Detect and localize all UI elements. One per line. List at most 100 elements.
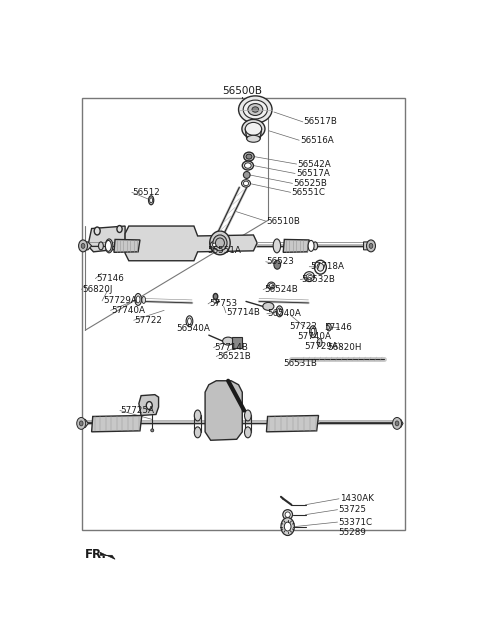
Ellipse shape <box>142 296 145 303</box>
Ellipse shape <box>246 154 252 159</box>
Text: 56523: 56523 <box>266 257 294 266</box>
Polygon shape <box>283 240 309 252</box>
Text: 56525B: 56525B <box>293 179 327 188</box>
Text: 56540A: 56540A <box>177 324 210 333</box>
Polygon shape <box>80 419 88 428</box>
Ellipse shape <box>252 107 259 112</box>
Ellipse shape <box>245 122 262 135</box>
Text: 56512: 56512 <box>132 188 160 197</box>
Circle shape <box>81 243 85 249</box>
Ellipse shape <box>244 152 254 161</box>
Ellipse shape <box>188 318 192 325</box>
Circle shape <box>367 240 375 252</box>
Text: 56820J: 56820J <box>83 285 113 294</box>
Circle shape <box>146 402 152 410</box>
Bar <box>82 98 405 529</box>
Text: 56542A: 56542A <box>297 160 331 169</box>
Ellipse shape <box>106 240 111 251</box>
Ellipse shape <box>210 242 218 249</box>
Circle shape <box>274 260 281 269</box>
Ellipse shape <box>269 283 273 287</box>
Ellipse shape <box>210 231 230 255</box>
Ellipse shape <box>135 294 142 305</box>
Polygon shape <box>92 415 142 432</box>
Polygon shape <box>114 240 140 252</box>
Polygon shape <box>396 419 403 428</box>
Ellipse shape <box>241 180 251 187</box>
Ellipse shape <box>310 326 316 337</box>
Text: 1430AK: 1430AK <box>340 495 374 503</box>
Ellipse shape <box>317 339 322 346</box>
Text: 56531B: 56531B <box>283 359 317 368</box>
Ellipse shape <box>243 100 267 119</box>
Ellipse shape <box>311 328 315 335</box>
Polygon shape <box>82 242 92 250</box>
Polygon shape <box>205 381 242 440</box>
Text: 57725A: 57725A <box>120 406 155 415</box>
Ellipse shape <box>136 296 140 303</box>
Ellipse shape <box>223 337 234 345</box>
Polygon shape <box>363 242 372 250</box>
Ellipse shape <box>273 239 281 253</box>
Text: 57722: 57722 <box>134 316 162 325</box>
Circle shape <box>284 522 291 531</box>
Text: 56517A: 56517A <box>296 169 330 178</box>
Ellipse shape <box>304 272 314 281</box>
Ellipse shape <box>194 410 201 421</box>
Ellipse shape <box>314 260 326 274</box>
Ellipse shape <box>248 104 263 115</box>
Ellipse shape <box>313 242 318 250</box>
Text: FR.: FR. <box>85 548 108 561</box>
Circle shape <box>369 243 373 249</box>
Bar <box>232 337 241 348</box>
Ellipse shape <box>283 509 292 520</box>
Text: 56510B: 56510B <box>266 216 300 225</box>
Ellipse shape <box>194 427 201 438</box>
Text: 57146: 57146 <box>324 323 352 332</box>
Polygon shape <box>125 226 257 261</box>
Polygon shape <box>100 553 115 559</box>
Text: 56820H: 56820H <box>327 343 361 352</box>
Ellipse shape <box>327 323 331 331</box>
Text: 56516A: 56516A <box>300 136 334 145</box>
Ellipse shape <box>308 240 314 251</box>
Text: 56540A: 56540A <box>267 309 301 318</box>
Ellipse shape <box>151 429 154 432</box>
Circle shape <box>79 421 83 426</box>
Text: 56551A: 56551A <box>207 247 241 255</box>
Text: 57718A: 57718A <box>310 262 344 271</box>
Ellipse shape <box>263 303 274 310</box>
Circle shape <box>79 240 87 252</box>
Ellipse shape <box>244 163 251 168</box>
Text: 56532B: 56532B <box>301 275 335 284</box>
Ellipse shape <box>242 161 253 170</box>
Ellipse shape <box>239 96 272 123</box>
Text: 56521B: 56521B <box>217 352 251 361</box>
Text: 57714B: 57714B <box>215 343 248 352</box>
Text: 57146: 57146 <box>96 274 124 283</box>
Ellipse shape <box>213 243 216 247</box>
Ellipse shape <box>285 512 290 517</box>
Polygon shape <box>139 395 158 415</box>
Circle shape <box>213 294 218 299</box>
Circle shape <box>94 227 100 235</box>
Ellipse shape <box>216 238 225 248</box>
Ellipse shape <box>317 263 324 271</box>
Ellipse shape <box>148 196 154 205</box>
Circle shape <box>281 518 294 535</box>
Polygon shape <box>266 415 319 432</box>
Text: 57714B: 57714B <box>227 308 261 317</box>
Text: 56551C: 56551C <box>291 188 325 197</box>
Text: 53371C: 53371C <box>338 518 372 527</box>
Circle shape <box>117 225 122 232</box>
Text: 57729A: 57729A <box>304 341 338 350</box>
Ellipse shape <box>244 427 251 438</box>
Ellipse shape <box>242 119 265 138</box>
Ellipse shape <box>247 135 260 142</box>
Ellipse shape <box>276 306 283 317</box>
Ellipse shape <box>150 198 153 203</box>
Ellipse shape <box>186 316 193 327</box>
Text: 55289: 55289 <box>338 527 366 536</box>
Text: 57740A: 57740A <box>111 306 145 315</box>
Ellipse shape <box>213 235 227 251</box>
